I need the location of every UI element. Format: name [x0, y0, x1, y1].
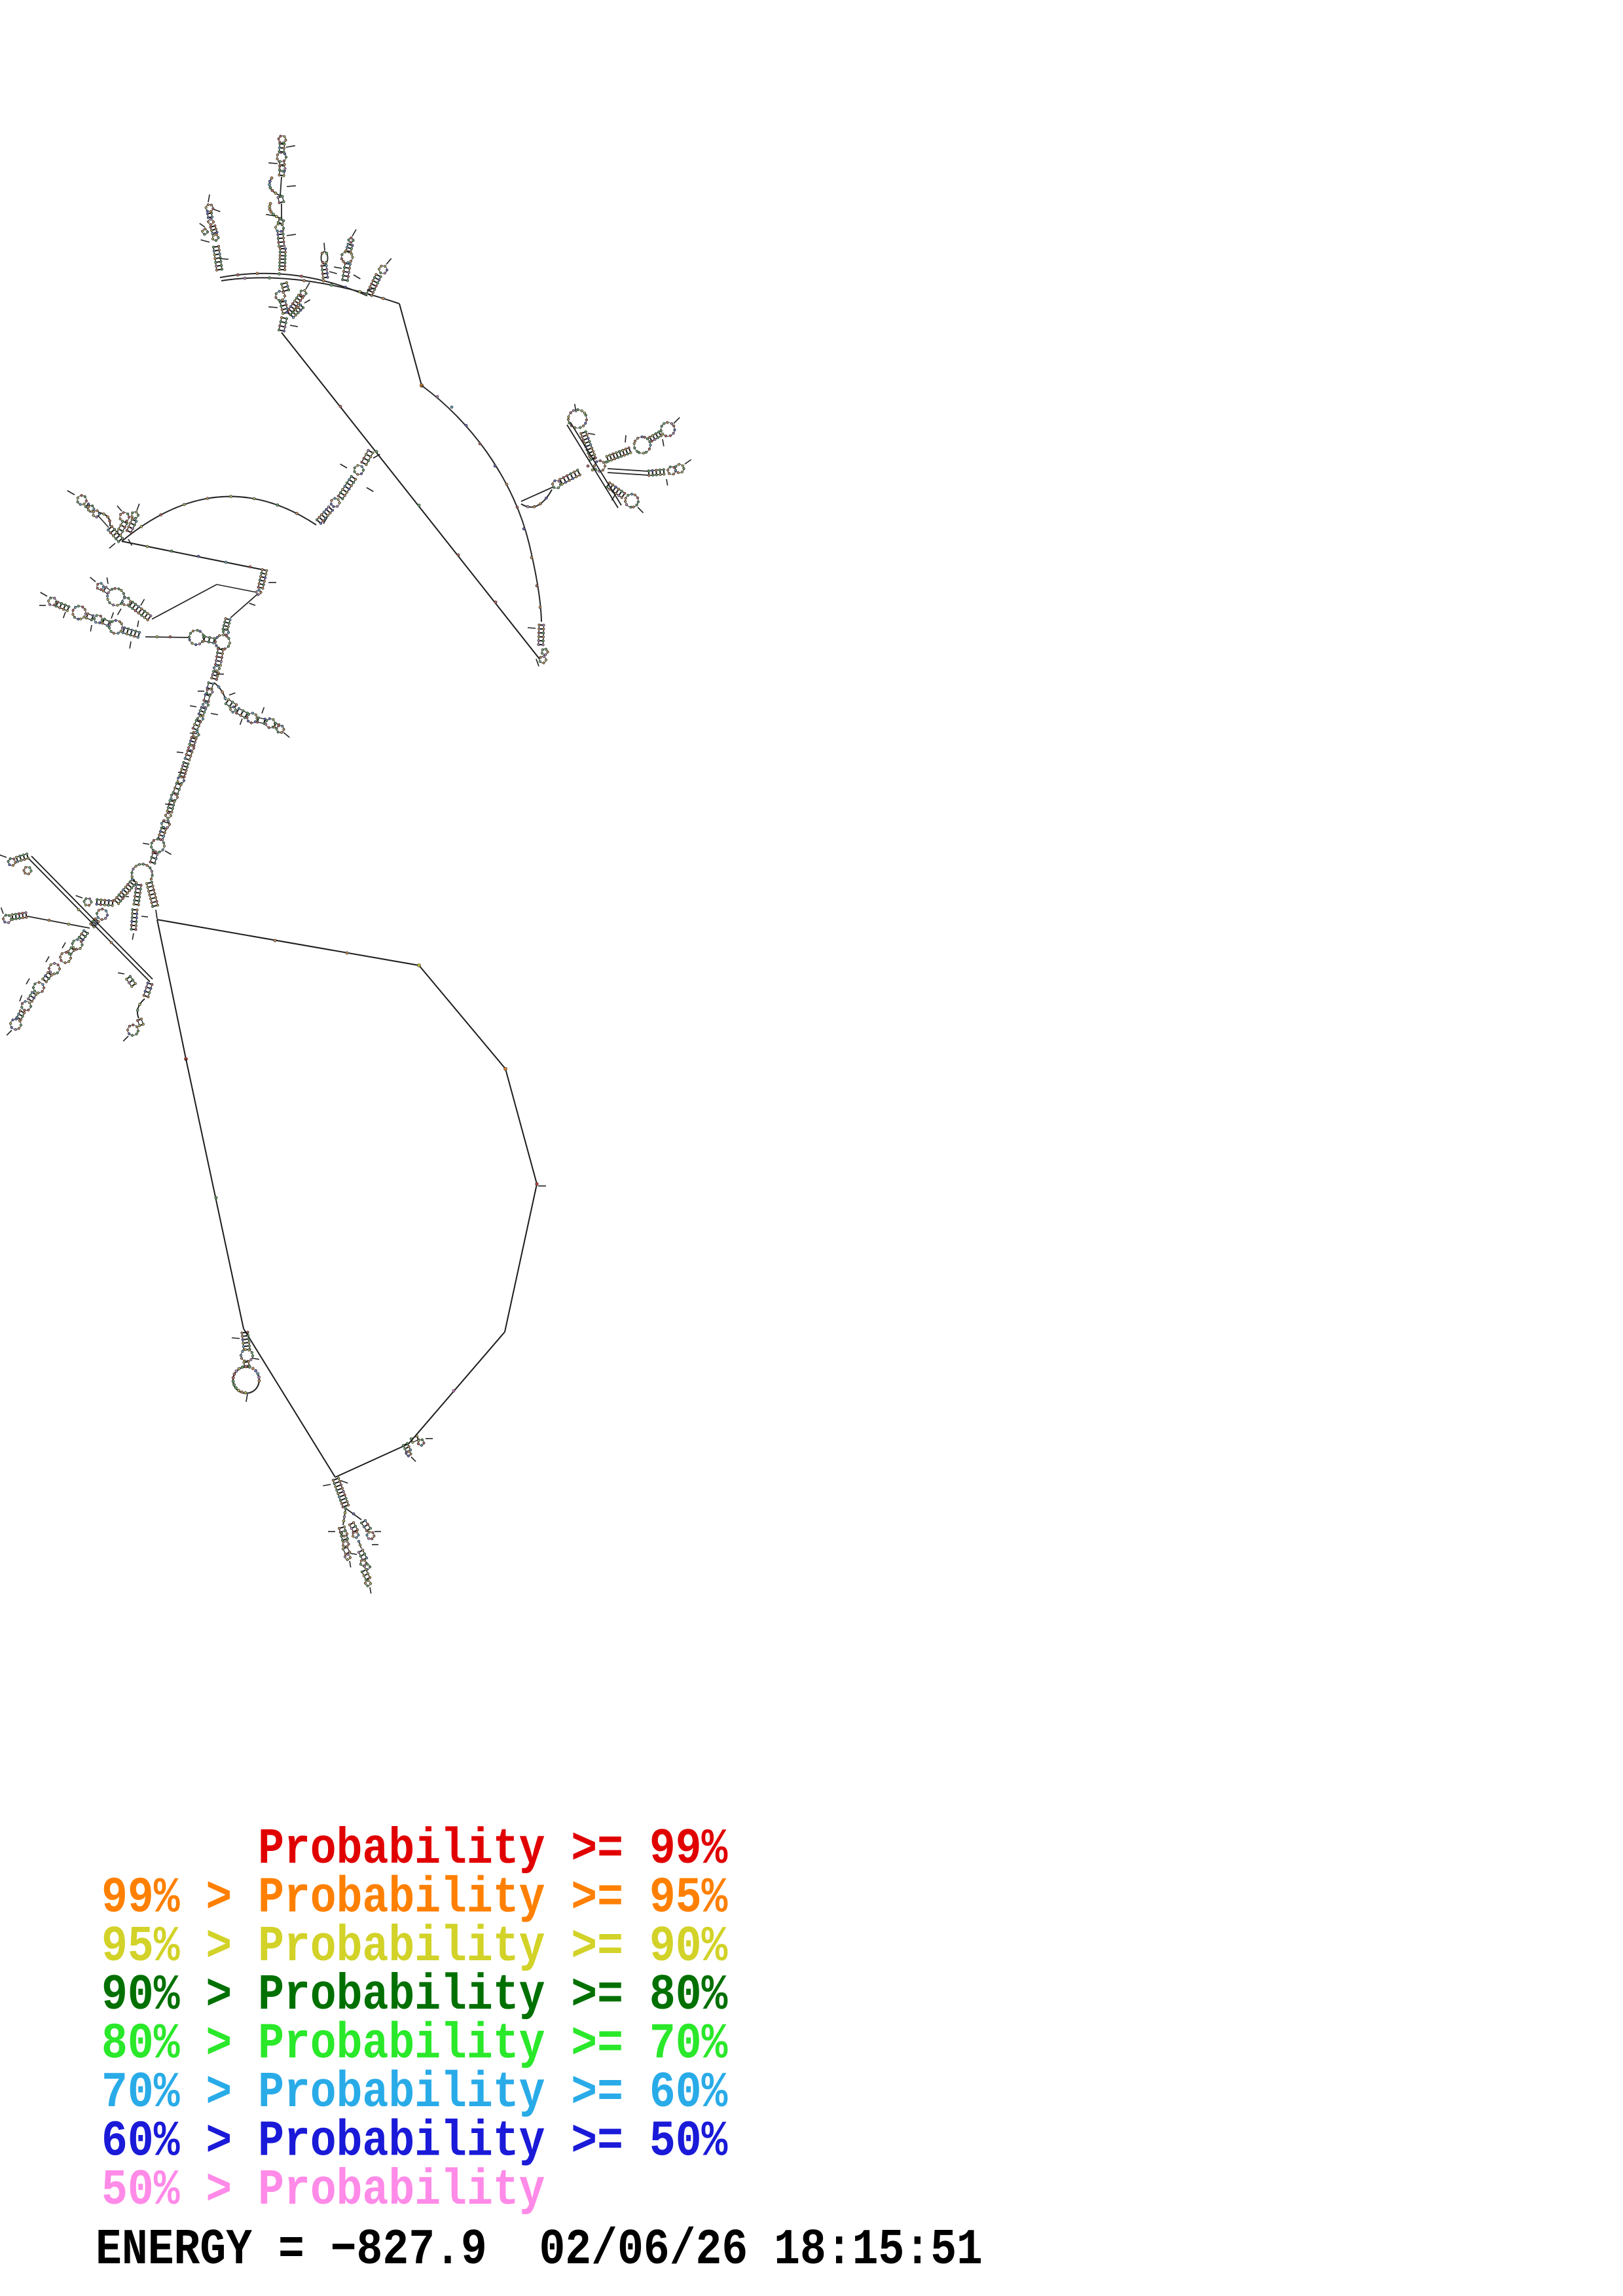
svg-text:80% > Probability >= 70%: 80% > Probability >= 70% [101, 2017, 728, 2073]
svg-text:60% > Probability >= 50%: 60% > Probability >= 50% [101, 2113, 728, 2170]
svg-text:95% > Probability >= 90%: 95% > Probability >= 90% [101, 1919, 728, 1976]
svg-text:99% > Probability >= 95%: 99% > Probability >= 95% [101, 1870, 728, 1927]
svg-text:70% > Probability >= 60%: 70% > Probability >= 60% [101, 2065, 728, 2122]
svg-text:90% > Probability >= 80%: 90% > Probability >= 80% [101, 1967, 728, 2024]
svg-text:Probability >= 99%: Probability >= 99% [258, 1821, 728, 1878]
svg-text:ENERGY = −827.9 02/06/26 18:1: ENERGY = −827.9 02/06/26 18:15:51 [96, 2222, 983, 2279]
svg-text:50% > Probability: 50% > Probability [101, 2162, 545, 2219]
